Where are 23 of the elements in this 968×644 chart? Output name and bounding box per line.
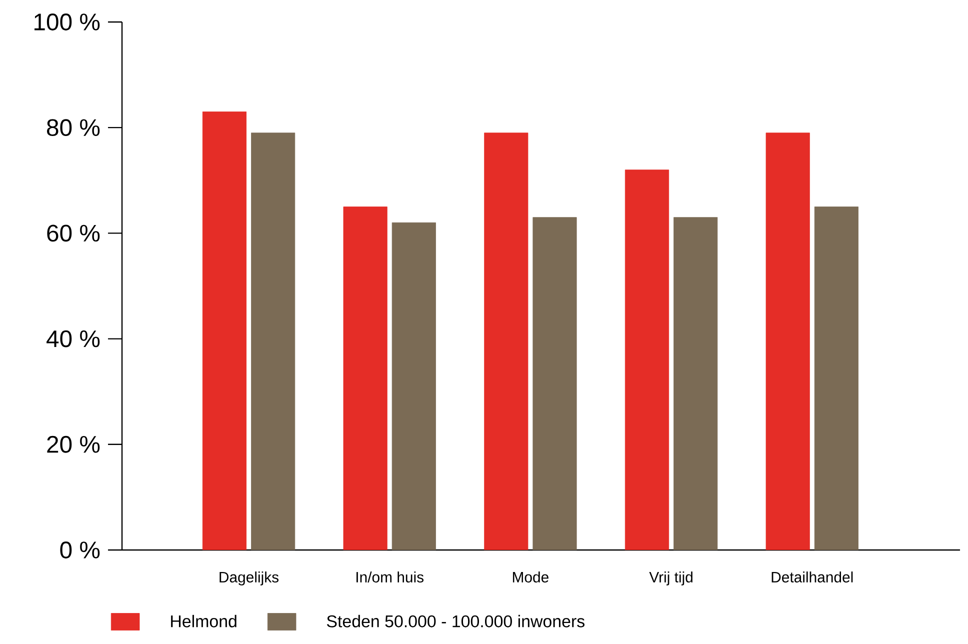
legend-label: Helmond: [171, 614, 236, 628]
bar: [766, 132, 810, 550]
x-tick-label: In/om huis: [356, 572, 424, 582]
y-tick-label: 0 %: [60, 542, 100, 558]
bar: [624, 170, 670, 550]
bar: [814, 206, 858, 550]
bar: [202, 112, 246, 550]
bar: [532, 217, 577, 550]
y-tick-label: 60 %: [47, 224, 100, 242]
bar: [343, 206, 388, 550]
bar: [251, 132, 296, 550]
bar: [674, 217, 718, 550]
y-tick-label: 40 %: [46, 330, 100, 348]
y-tick-label: 100 %: [34, 14, 100, 30]
y-tick-label: 20 %: [47, 436, 100, 453]
x-tick-label: Detailhandel: [772, 572, 853, 582]
bar: [392, 222, 436, 550]
bar: [484, 132, 528, 550]
y-tick-label: 80 %: [47, 119, 100, 136]
legend-label: Steden 50.000 - 100.000 inwoners: [326, 614, 584, 628]
x-tick-label: Vrij tijd: [649, 572, 692, 586]
x-tick-label: Dagelijks: [220, 572, 279, 586]
x-tick-label: Mode: [512, 572, 548, 582]
